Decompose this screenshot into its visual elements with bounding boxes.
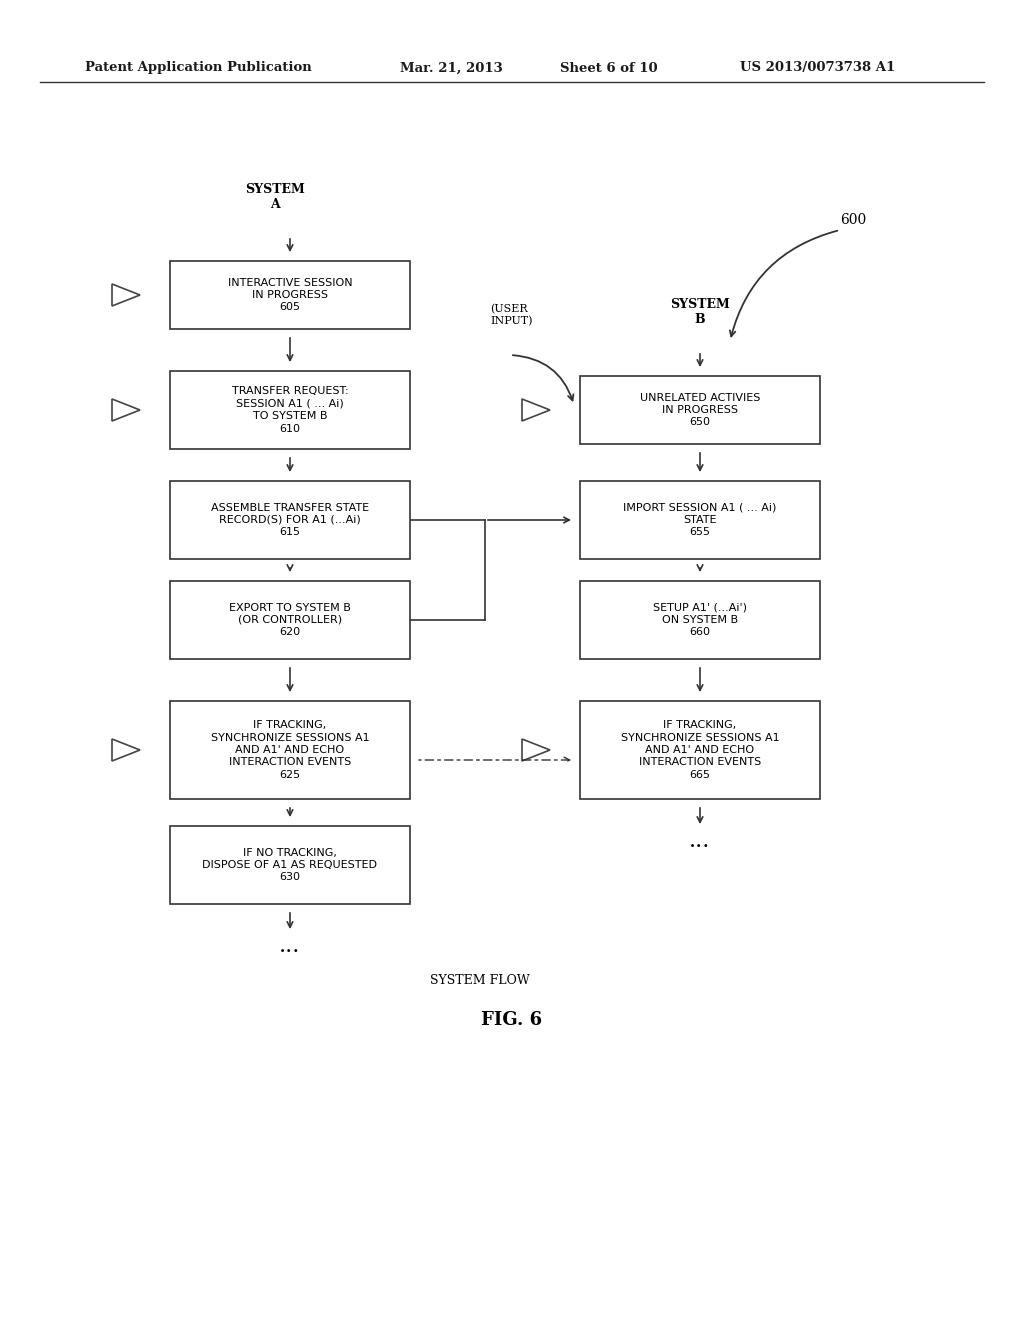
Text: IF TRACKING,
SYNCHRONIZE SESSIONS A1
AND A1' AND ECHO
INTERACTION EVENTS
625: IF TRACKING, SYNCHRONIZE SESSIONS A1 AND… bbox=[211, 721, 370, 780]
Bar bbox=[170, 701, 410, 799]
Bar bbox=[170, 261, 410, 329]
Text: ...: ... bbox=[689, 830, 711, 851]
Text: Sheet 6 of 10: Sheet 6 of 10 bbox=[560, 62, 657, 74]
Bar bbox=[580, 376, 820, 444]
Text: EXPORT TO SYSTEM B
(OR CONTROLLER)
620: EXPORT TO SYSTEM B (OR CONTROLLER) 620 bbox=[229, 603, 351, 638]
Text: SYSTEM FLOW: SYSTEM FLOW bbox=[430, 974, 529, 986]
Text: 600: 600 bbox=[840, 213, 866, 227]
Text: FIG. 6: FIG. 6 bbox=[481, 1011, 543, 1030]
Text: Patent Application Publication: Patent Application Publication bbox=[85, 62, 311, 74]
Text: Mar. 21, 2013: Mar. 21, 2013 bbox=[400, 62, 503, 74]
Bar bbox=[580, 480, 820, 558]
Text: SYSTEM
A: SYSTEM A bbox=[245, 183, 305, 211]
Bar bbox=[170, 581, 410, 659]
Bar bbox=[580, 701, 820, 799]
Text: SETUP A1' (...Ai')
ON SYSTEM B
660: SETUP A1' (...Ai') ON SYSTEM B 660 bbox=[653, 603, 746, 638]
Text: TRANSFER REQUEST:
SESSION A1 ( ... Ai)
TO SYSTEM B
610: TRANSFER REQUEST: SESSION A1 ( ... Ai) T… bbox=[231, 387, 348, 433]
Bar bbox=[170, 826, 410, 904]
Text: IMPORT SESSION A1 ( ... Ai)
STATE
655: IMPORT SESSION A1 ( ... Ai) STATE 655 bbox=[624, 503, 776, 537]
Text: IF TRACKING,
SYNCHRONIZE SESSIONS A1
AND A1' AND ECHO
INTERACTION EVENTS
665: IF TRACKING, SYNCHRONIZE SESSIONS A1 AND… bbox=[621, 721, 779, 780]
Text: (USER
INPUT): (USER INPUT) bbox=[490, 304, 532, 326]
Bar bbox=[170, 480, 410, 558]
Text: ASSEMBLE TRANSFER STATE
RECORD(S) FOR A1 (...Ai)
615: ASSEMBLE TRANSFER STATE RECORD(S) FOR A1… bbox=[211, 503, 369, 537]
Bar bbox=[580, 581, 820, 659]
Text: INTERACTIVE SESSION
IN PROGRESS
605: INTERACTIVE SESSION IN PROGRESS 605 bbox=[227, 277, 352, 313]
Text: SYSTEM
B: SYSTEM B bbox=[670, 298, 730, 326]
Text: US 2013/0073738 A1: US 2013/0073738 A1 bbox=[740, 62, 895, 74]
Bar bbox=[170, 371, 410, 449]
Text: ...: ... bbox=[280, 935, 301, 957]
Text: IF NO TRACKING,
DISPOSE OF A1 AS REQUESTED
630: IF NO TRACKING, DISPOSE OF A1 AS REQUEST… bbox=[203, 847, 378, 882]
Text: UNRELATED ACTIVIES
IN PROGRESS
650: UNRELATED ACTIVIES IN PROGRESS 650 bbox=[640, 392, 760, 428]
